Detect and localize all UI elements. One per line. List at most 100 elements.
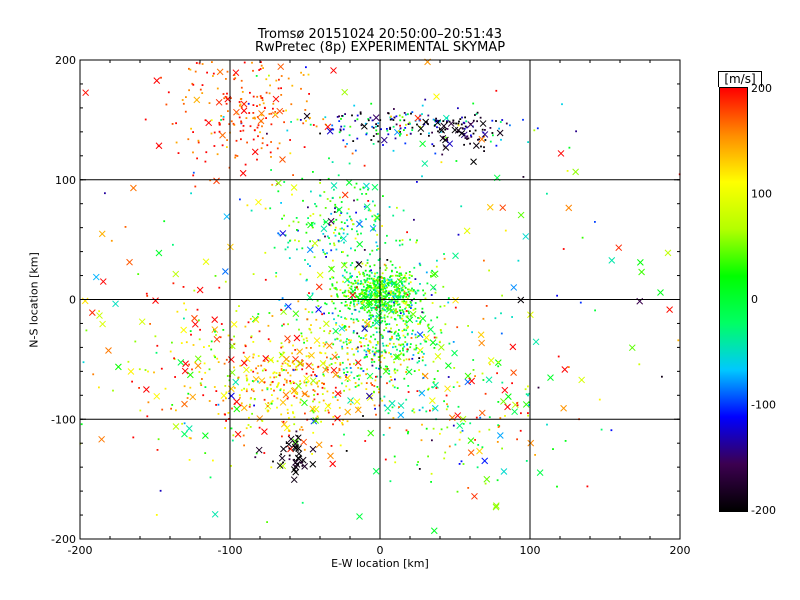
data-point-dot [304, 308, 307, 311]
data-point-dot [339, 362, 342, 364]
data-point-dot [210, 119, 213, 122]
data-point-dot [344, 289, 347, 292]
data-point-cross [303, 375, 310, 382]
data-point-dot [477, 138, 479, 141]
data-point-dot [367, 325, 370, 328]
data-point-dot [260, 364, 263, 367]
data-point-dot [374, 379, 377, 382]
data-point-dot [259, 131, 261, 134]
data-point-dot [328, 312, 330, 314]
data-point-dot [395, 283, 398, 286]
data-point-dot [187, 392, 190, 395]
data-point-dot [365, 295, 368, 298]
data-point-dot [425, 427, 428, 430]
data-point-cross [275, 179, 282, 187]
data-point-dot [398, 303, 401, 306]
data-point-dot [389, 260, 392, 263]
data-point-dot [279, 374, 281, 377]
data-point-dot [462, 463, 465, 465]
data-point-dot [567, 366, 570, 368]
data-point-dot [439, 128, 441, 131]
data-point-dot [389, 276, 391, 279]
data-point-dot [375, 125, 377, 128]
data-point-dot [432, 360, 435, 363]
data-point-dot [472, 359, 475, 361]
data-point-dot [435, 336, 438, 339]
data-point-dot [384, 296, 387, 299]
data-point-dot [357, 302, 360, 305]
data-point-dot [414, 307, 417, 310]
data-point-dot [350, 219, 353, 222]
data-point-dot [375, 331, 378, 334]
data-point-dot [313, 256, 316, 259]
data-point-dot [329, 200, 332, 202]
data-point-dot [349, 275, 352, 278]
data-point-dot [341, 382, 343, 385]
data-point-dot [203, 346, 205, 348]
data-point-dot [321, 393, 324, 395]
data-point-dot [488, 269, 490, 272]
data-point-dot [304, 259, 306, 261]
data-point-dot [371, 249, 374, 252]
data-point-dot [273, 389, 275, 392]
data-point-dot [390, 278, 393, 281]
data-point-dot [430, 275, 432, 277]
data-point-dot [354, 268, 356, 271]
data-point-dot [235, 310, 238, 312]
data-point-dot [425, 410, 428, 413]
data-point-dot [456, 490, 459, 493]
data-point-dot [376, 308, 378, 311]
data-point-cross [233, 398, 241, 406]
data-point-dot [368, 284, 371, 287]
data-point-cross [280, 445, 287, 453]
data-point-dot [271, 394, 273, 396]
data-point-dot [171, 341, 173, 344]
data-point-cross [227, 385, 235, 393]
data-point-dot [382, 285, 384, 288]
data-point-cross [98, 230, 106, 238]
data-point-dot [536, 127, 539, 130]
data-point-dot [407, 310, 410, 313]
data-point-dot [302, 392, 305, 395]
data-point-dot [295, 318, 298, 321]
data-point-dot [199, 382, 202, 385]
data-point-dot [351, 152, 354, 155]
data-point-dot [359, 219, 362, 222]
data-point-dot [244, 345, 247, 348]
data-point-dot [361, 292, 363, 295]
data-point-dot [339, 129, 342, 132]
data-point-dot [399, 119, 402, 122]
data-point-dot [251, 412, 253, 415]
data-point-dot [334, 338, 337, 341]
data-point-cross [223, 213, 231, 220]
data-point-dot [383, 316, 386, 319]
data-point-dot [245, 374, 248, 377]
data-point-dot [399, 124, 401, 127]
data-point-dot [346, 338, 348, 340]
data-point-dot [221, 144, 224, 147]
data-point-dot [403, 313, 405, 315]
data-point-dot [398, 239, 401, 242]
data-point-dot [336, 296, 339, 298]
data-point-dot [348, 162, 351, 165]
data-point-dot [392, 214, 395, 217]
data-point-dot [428, 387, 430, 390]
data-point-dot [326, 252, 328, 255]
data-point-dot [354, 279, 356, 282]
data-point-dot [174, 376, 176, 378]
data-point-dot [446, 128, 449, 130]
data-point-dot [303, 341, 305, 344]
data-point-cross [487, 357, 495, 364]
data-point-dot [406, 134, 408, 136]
data-point-dot [443, 400, 445, 403]
data-point-dot [345, 329, 348, 331]
data-point-cross [361, 122, 368, 130]
data-point-dot [351, 348, 354, 350]
data-point-dot [243, 61, 246, 64]
data-point-dot [527, 412, 529, 414]
data-point-dot [390, 281, 393, 284]
data-point-dot [457, 107, 459, 110]
data-point-dot [472, 132, 475, 135]
data-point-dot [271, 359, 274, 362]
data-point-dot [193, 289, 196, 292]
